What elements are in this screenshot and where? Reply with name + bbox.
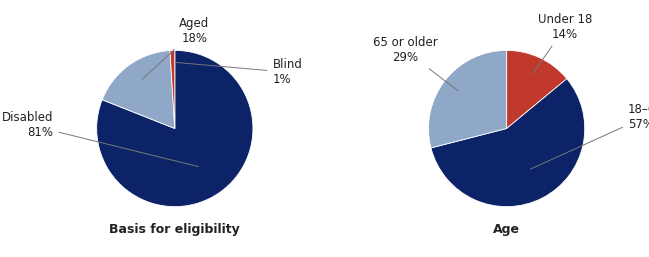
Wedge shape — [102, 51, 175, 128]
Title: Basis for eligibility: Basis for eligibility — [110, 223, 240, 236]
Title: Age: Age — [493, 223, 520, 236]
Text: 18–64
57%: 18–64 57% — [530, 103, 649, 169]
Wedge shape — [170, 50, 175, 128]
Wedge shape — [97, 50, 253, 207]
Wedge shape — [431, 79, 585, 207]
Text: 65 or older
29%: 65 or older 29% — [373, 36, 458, 91]
Text: Disabled
81%: Disabled 81% — [2, 111, 199, 167]
Text: Aged
18%: Aged 18% — [142, 17, 210, 79]
Wedge shape — [507, 50, 567, 128]
Text: Under 18
14%: Under 18 14% — [533, 13, 593, 73]
Wedge shape — [428, 50, 507, 148]
Text: Blind
1%: Blind 1% — [175, 58, 302, 86]
